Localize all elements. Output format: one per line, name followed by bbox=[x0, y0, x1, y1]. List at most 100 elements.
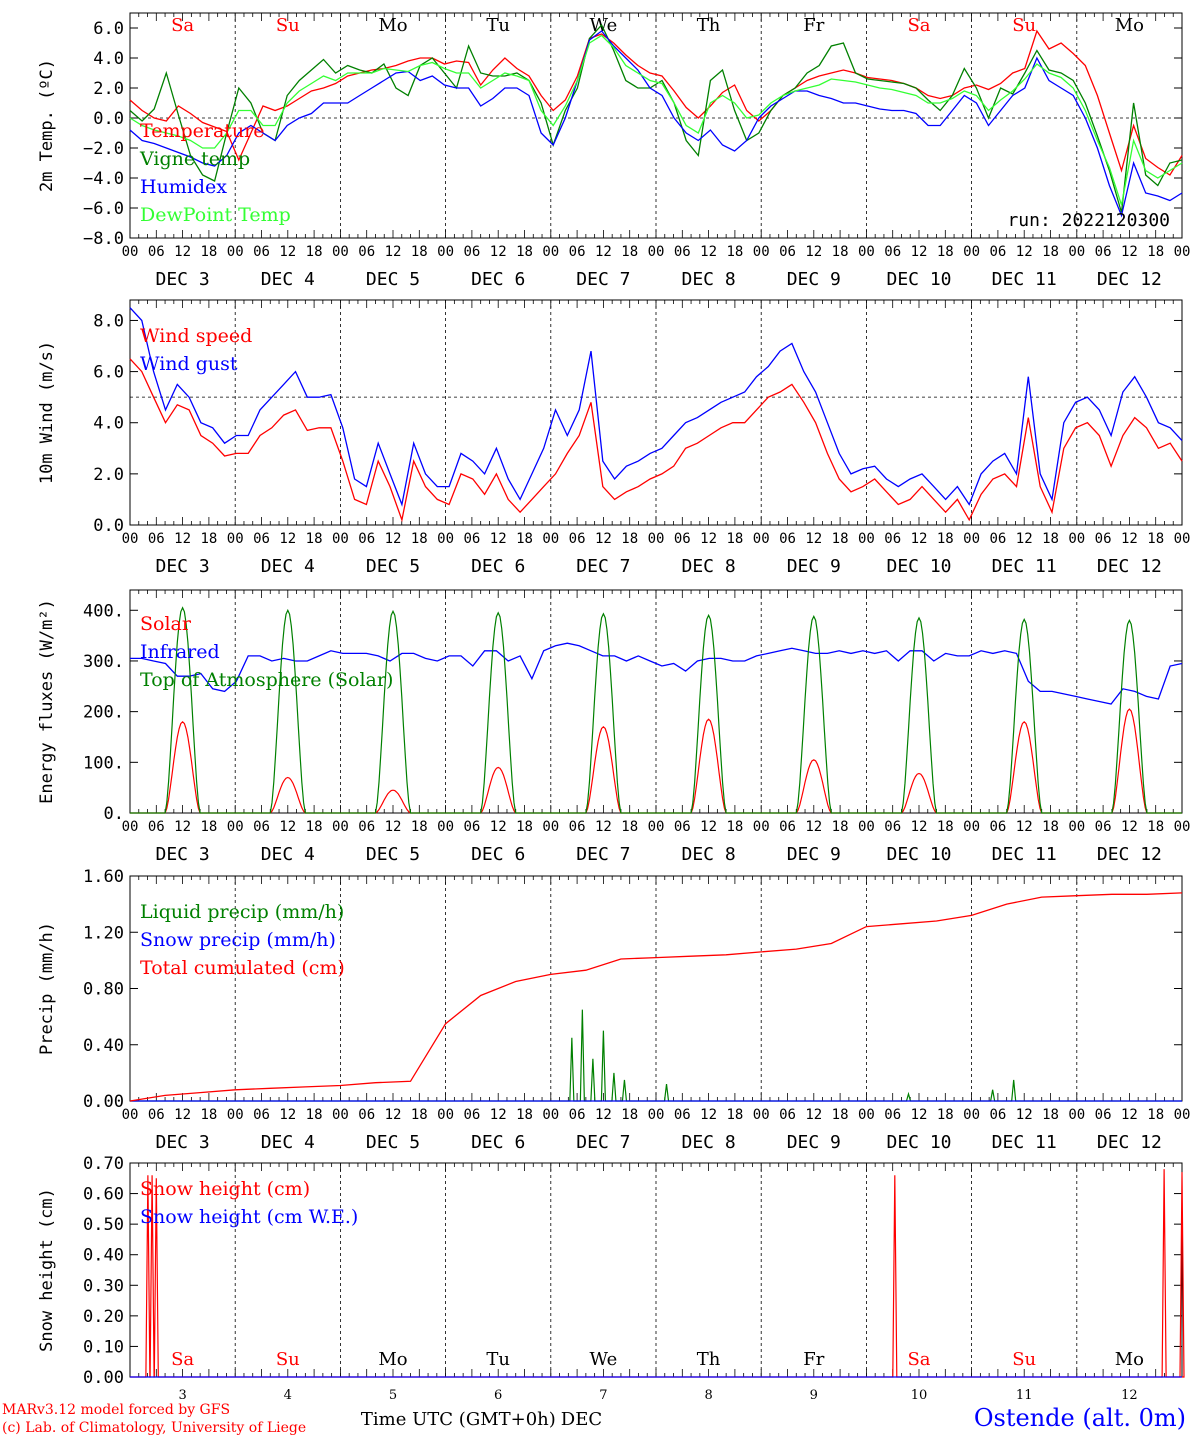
x-hour-label: 06 bbox=[253, 1107, 270, 1123]
weekday-label: Mo bbox=[378, 1349, 407, 1370]
x-day-label: DEC 4 bbox=[261, 556, 315, 577]
x-day-label: DEC 12 bbox=[1097, 556, 1162, 577]
x-hour-label: 12 bbox=[595, 1107, 612, 1123]
x-hour-label: 18 bbox=[937, 244, 954, 260]
x-day-label: DEC 5 bbox=[366, 844, 420, 865]
x-day-label: DEC 6 bbox=[471, 844, 525, 865]
station-label: Ostende (alt. 0m) bbox=[973, 1404, 1186, 1432]
series-0-3 bbox=[129, 34, 1183, 206]
weekday-label: Fr bbox=[803, 15, 824, 36]
y-tick-label: 400. bbox=[83, 601, 124, 621]
y-tick-label: −6.0 bbox=[83, 199, 124, 219]
x-hour-label: 12 bbox=[805, 1107, 822, 1123]
x-hour-label: 06 bbox=[1095, 819, 1112, 835]
x-hour-label: 06 bbox=[253, 531, 270, 547]
x-day-number: 8 bbox=[704, 1388, 712, 1403]
y-tick-label: 0.30 bbox=[83, 1276, 124, 1296]
y-tick-label: 8.0 bbox=[93, 311, 124, 331]
x-hour-label: 00 bbox=[542, 531, 559, 547]
x-hour-label: 18 bbox=[306, 531, 323, 547]
x-hour-label: 12 bbox=[385, 244, 402, 260]
footer-credit-2: (c) Lab. of Climatology, University of L… bbox=[2, 1420, 307, 1436]
y-tick-label: 0.00 bbox=[83, 1368, 124, 1388]
x-hour-label: 06 bbox=[884, 244, 901, 260]
x-hour-label: 00 bbox=[122, 244, 139, 260]
x-hour-label: 18 bbox=[306, 244, 323, 260]
x-hour-label: 00 bbox=[122, 1107, 139, 1123]
legend-entry: Wind speed bbox=[140, 325, 252, 347]
x-hour-label: 18 bbox=[306, 819, 323, 835]
x-hour-label: 00 bbox=[753, 531, 770, 547]
x-hour-label: 06 bbox=[358, 819, 375, 835]
x-hour-label: 18 bbox=[516, 531, 533, 547]
legend-entry: Snow precip (mm/h) bbox=[140, 929, 336, 951]
series-0-2 bbox=[129, 30, 1183, 218]
x-hour-label: 18 bbox=[832, 244, 849, 260]
x-hour-label: 00 bbox=[542, 819, 559, 835]
x-hour-label: 00 bbox=[437, 819, 454, 835]
y-tick-label: 0.10 bbox=[83, 1337, 124, 1357]
x-hour-label: 12 bbox=[595, 531, 612, 547]
x-hour-label: 06 bbox=[569, 244, 586, 260]
x-hour-label: 06 bbox=[569, 819, 586, 835]
y-axis-label: Energy fluxes (W/m²) bbox=[37, 599, 57, 804]
weekday-label: Su bbox=[1012, 1349, 1036, 1370]
y-tick-label: 2.0 bbox=[93, 79, 124, 99]
legend-entry: Temperature bbox=[140, 120, 264, 142]
x-hour-label: 12 bbox=[279, 244, 296, 260]
x-day-label: DEC 10 bbox=[886, 269, 951, 290]
x-hour-label: 18 bbox=[200, 531, 217, 547]
x-hour-label: 06 bbox=[253, 819, 270, 835]
x-day-number: 12 bbox=[1121, 1388, 1138, 1403]
x-day-number: 7 bbox=[599, 1388, 607, 1403]
x-day-label: DEC 11 bbox=[992, 1132, 1057, 1153]
x-day-label: DEC 12 bbox=[1097, 1132, 1162, 1153]
x-hour-label: 12 bbox=[490, 819, 507, 835]
x-hour-label: 00 bbox=[753, 244, 770, 260]
x-hour-label: 00 bbox=[648, 819, 665, 835]
x-day-label: DEC 9 bbox=[787, 1132, 841, 1153]
weekday-label: Th bbox=[697, 15, 721, 36]
x-hour-label: 00 bbox=[227, 1107, 244, 1123]
x-hour-label: 00 bbox=[858, 531, 875, 547]
x-hour-label: 00 bbox=[1068, 819, 1085, 835]
x-day-number: 4 bbox=[284, 1388, 292, 1403]
x-day-number: 3 bbox=[178, 1388, 186, 1403]
x-hour-label: 18 bbox=[726, 244, 743, 260]
x-day-label: DEC 3 bbox=[156, 269, 210, 290]
x-day-label: DEC 6 bbox=[471, 269, 525, 290]
x-day-label: DEC 7 bbox=[576, 844, 630, 865]
weekday-label: Tu bbox=[486, 15, 510, 36]
x-hour-label: 00 bbox=[437, 244, 454, 260]
run-annotation: run: 2022120300 bbox=[1007, 210, 1170, 231]
x-day-label: DEC 4 bbox=[261, 269, 315, 290]
x-hour-label: 00 bbox=[963, 1107, 980, 1123]
x-hour-label: 18 bbox=[200, 1107, 217, 1123]
x-day-label: DEC 9 bbox=[787, 556, 841, 577]
y-tick-label: 0.20 bbox=[83, 1307, 124, 1327]
x-hour-label: 12 bbox=[805, 819, 822, 835]
x-hour-label: 18 bbox=[621, 819, 638, 835]
x-hour-label: 18 bbox=[411, 244, 428, 260]
x-hour-label: 00 bbox=[1174, 531, 1191, 547]
x-hour-label: 12 bbox=[279, 1107, 296, 1123]
x-hour-label: 18 bbox=[937, 819, 954, 835]
x-day-label: DEC 8 bbox=[682, 844, 736, 865]
x-hour-label: 12 bbox=[1121, 819, 1138, 835]
x-day-label: DEC 4 bbox=[261, 844, 315, 865]
x-hour-label: 06 bbox=[463, 244, 480, 260]
x-hour-label: 00 bbox=[542, 244, 559, 260]
x-hour-label: 06 bbox=[463, 819, 480, 835]
x-hour-label: 00 bbox=[122, 819, 139, 835]
x-hour-label: 12 bbox=[174, 819, 191, 835]
x-hour-label: 12 bbox=[911, 531, 928, 547]
x-day-number: 5 bbox=[389, 1388, 397, 1403]
x-hour-label: 18 bbox=[832, 819, 849, 835]
x-hour-label: 12 bbox=[595, 244, 612, 260]
y-tick-label: 0.80 bbox=[83, 980, 124, 1000]
x-hour-label: 18 bbox=[937, 1107, 954, 1123]
x-day-label: DEC 7 bbox=[576, 556, 630, 577]
series-1-1 bbox=[129, 307, 1183, 507]
x-hour-label: 06 bbox=[569, 531, 586, 547]
legend-entry: DewPoint Temp bbox=[140, 204, 291, 226]
